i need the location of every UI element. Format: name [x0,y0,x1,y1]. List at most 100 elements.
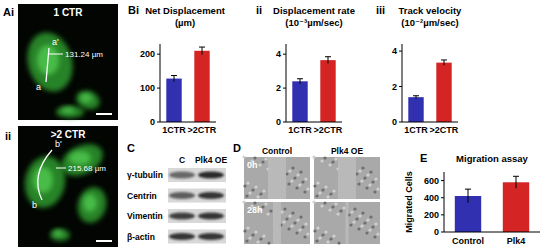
cell-texture [315,239,318,242]
y-tick-label: 2 [392,82,397,92]
cell-texture [262,189,265,192]
cell [56,106,84,118]
cell [74,184,110,226]
end-label: b' [55,139,62,149]
cell-texture [332,234,335,237]
pointer [49,54,63,55]
cell-texture [336,212,339,215]
cell-texture [299,170,302,173]
cell-texture [331,205,334,208]
cell-texture [366,173,369,176]
y-tick-label: 4 [276,49,281,59]
error-cap [199,47,205,48]
cell-texture [360,179,363,182]
cell-texture [357,227,360,230]
row-label: 28h [247,205,263,215]
scratch-image [314,202,380,244]
cell-nucleus [83,194,97,212]
category-label: >2CTR [188,125,217,135]
cell-texture [358,169,361,172]
y-axis [160,44,161,122]
microscopy-panel: >2 CTR215.68 µmbb' [18,126,118,247]
figure: 1 CTR131.24 µmaa'Ai>2 CTR215.68 µmbb'iiB… [0,0,550,251]
cell-texture [371,180,374,183]
cell-texture [329,192,332,195]
panel-label: ii [256,4,262,16]
cell-texture [313,184,316,187]
chart-title: Migration assay [456,153,529,164]
cell-texture [291,166,294,169]
error-bar [465,189,471,203]
error-bar [441,60,447,65]
bar [166,79,181,122]
cell-texture [376,187,379,190]
y-tick-label: 0 [276,117,281,127]
blot-strip [168,209,226,223]
category-label: 1CTR [404,125,428,135]
cell-texture [251,188,254,191]
cell [21,27,79,96]
cell-texture [301,225,304,228]
cell-texture [248,236,251,239]
cell-texture [245,194,248,197]
distance-label: 131.24 µm [65,50,103,59]
y-tick-label: 100 [140,83,155,93]
track [46,48,49,82]
bar-chart: iiDisplacement rate(10⁻³µm/sec)1CTR>2CTR… [256,4,355,135]
x-axis [444,232,540,233]
error-cap [171,75,177,76]
panel-label: Ai [3,6,14,18]
cell-texture [243,229,246,232]
cell-texture [320,204,323,207]
y-tick [399,51,402,52]
cell-texture [262,234,265,237]
category-label: Plk4 [507,236,526,246]
band [169,213,195,220]
error-line [444,60,445,65]
marks [455,176,529,232]
lane-label: C [179,155,185,165]
cell-texture [242,155,245,158]
error-cap [325,56,331,57]
distance-label: 215.68 µm [68,164,106,173]
error-line [202,47,203,54]
category-label: >2CTR [430,125,459,135]
cell-texture [303,235,306,238]
y-axis [402,44,403,122]
error-bar [199,47,205,54]
cell-texture [264,157,267,160]
y-tick-label: 2 [276,83,281,93]
column-label: Control [262,146,292,156]
band [198,233,224,240]
y-axis-label: Migrated Cells [404,171,414,233]
cell-texture [365,186,368,189]
cell-texture [373,190,376,193]
y-tick [399,86,402,87]
cell-texture [316,226,319,229]
blot-strip [168,230,226,244]
cell-texture [266,212,269,215]
wound-gap [273,202,281,244]
row-label: 0h [247,160,258,170]
cell-texture [282,220,285,223]
cell-texture [296,218,299,221]
cell-texture [374,222,377,225]
cell-texture [323,201,326,204]
cell-texture [318,191,321,194]
cell-texture [355,217,358,220]
cell-texture [361,211,364,214]
cell-texture [287,182,290,185]
y-tick [441,232,444,233]
cell-texture [324,185,327,188]
band [198,192,224,199]
microscopy-panel: 1 CTR131.24 µmaa' [18,4,118,120]
bar-chart: iiiTrack velocity(10⁻²µm/sec)1CTR>2CTR02… [376,4,462,135]
cell-texture [261,160,264,163]
cell-texture [334,202,337,205]
scratch-image [244,157,310,199]
marks [292,57,335,122]
western-blot: CCPlk4 OEγ-tubulinCentrinVimentinβ-actin [127,142,227,244]
marks [408,60,451,122]
error-line [468,189,469,203]
blot-strip [168,168,226,182]
